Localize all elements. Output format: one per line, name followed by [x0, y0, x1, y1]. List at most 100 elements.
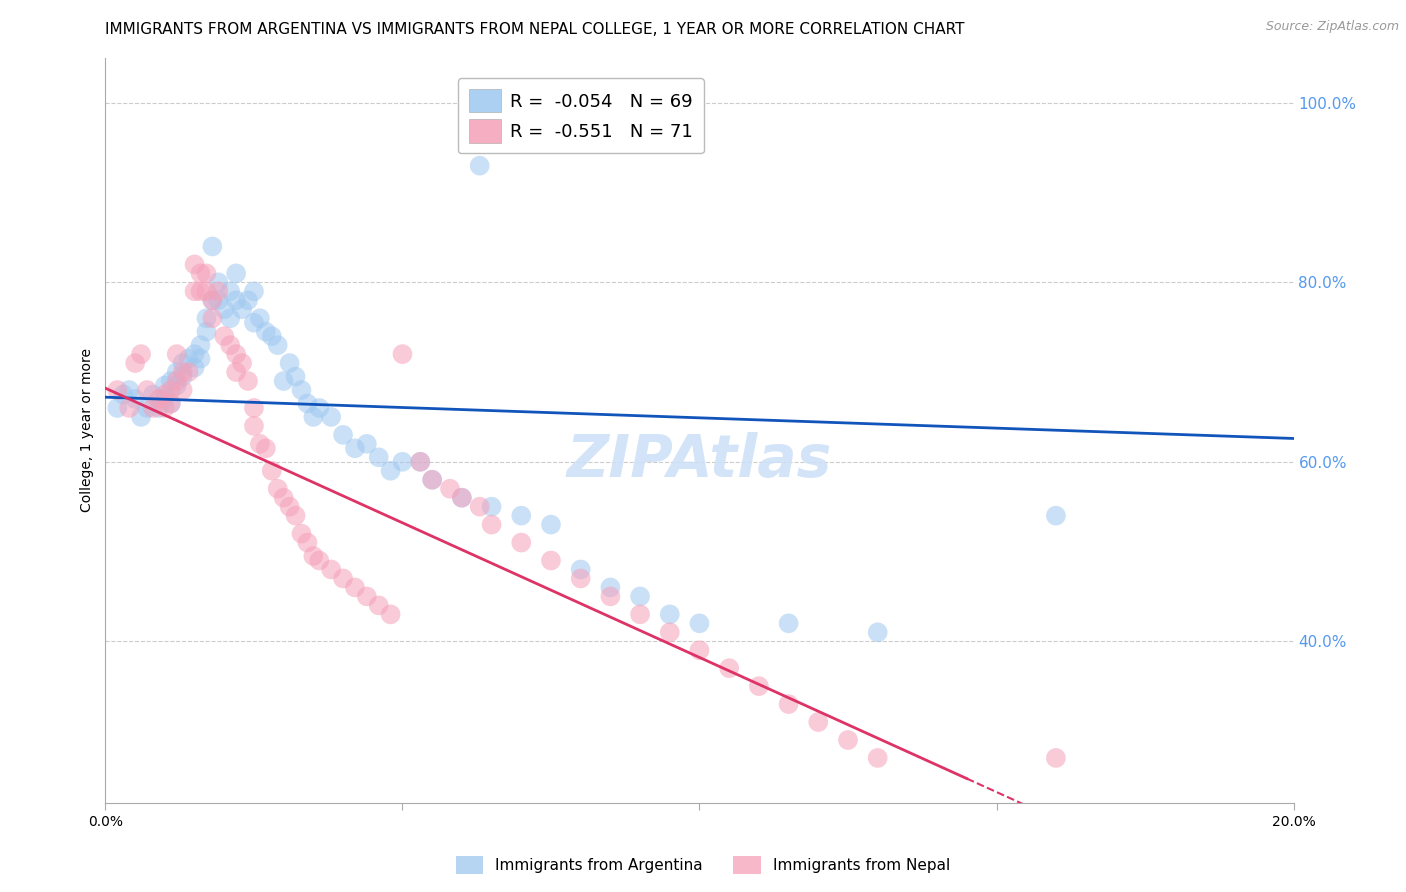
Point [260, 464, 283, 478]
Point [267, 482, 290, 496]
Point [302, 549, 325, 563]
Point [468, 500, 491, 514]
Point [159, 383, 181, 397]
Point [236, 293, 259, 308]
Point [778, 697, 800, 711]
Point [540, 517, 562, 532]
Point [195, 325, 218, 339]
Point [166, 374, 188, 388]
Point [105, 401, 128, 415]
Point [124, 356, 146, 370]
Point [343, 581, 366, 595]
Point [409, 455, 432, 469]
Point [195, 285, 218, 299]
Y-axis label: College, 1 year or more: College, 1 year or more [80, 349, 94, 512]
Point [332, 571, 354, 585]
Point [153, 401, 176, 415]
Point [297, 535, 319, 549]
Point [207, 285, 229, 299]
Point [569, 562, 592, 576]
Point [284, 508, 307, 523]
Point [183, 285, 205, 299]
Point [254, 325, 277, 339]
Point [290, 383, 312, 397]
Point [866, 751, 889, 765]
Point [172, 365, 194, 379]
Text: IMMIGRANTS FROM ARGENTINA VS IMMIGRANTS FROM NEPAL COLLEGE, 1 YEAR OR MORE CORRE: IMMIGRANTS FROM ARGENTINA VS IMMIGRANTS … [105, 22, 965, 37]
Point [599, 581, 621, 595]
Point [718, 661, 741, 675]
Point [172, 383, 194, 397]
Point [308, 401, 330, 415]
Point [225, 293, 247, 308]
Point [153, 387, 176, 401]
Point [866, 625, 889, 640]
Point [278, 500, 301, 514]
Point [391, 455, 413, 469]
Point [201, 293, 224, 308]
Point [778, 616, 800, 631]
Point [628, 590, 651, 604]
Point [219, 338, 242, 352]
Point [308, 553, 330, 567]
Point [183, 257, 205, 271]
Point [195, 266, 218, 280]
Point [439, 482, 461, 496]
Point [658, 625, 681, 640]
Point [190, 351, 212, 366]
Point [166, 365, 188, 379]
Point [142, 387, 165, 401]
Point [190, 338, 212, 352]
Point [177, 351, 200, 366]
Point [243, 316, 266, 330]
Point [367, 450, 389, 465]
Point [420, 473, 443, 487]
Point [748, 679, 770, 693]
Point [129, 409, 152, 424]
Point [450, 491, 472, 505]
Point [166, 347, 188, 361]
Point [195, 311, 218, 326]
Point [273, 374, 295, 388]
Point [260, 329, 283, 343]
Point [201, 239, 224, 253]
Point [214, 329, 236, 343]
Point [249, 437, 271, 451]
Point [481, 517, 503, 532]
Point [124, 392, 146, 406]
Point [569, 571, 592, 585]
Point [148, 401, 170, 415]
Point [420, 473, 443, 487]
Point [267, 338, 290, 352]
Text: ZIPAtlas: ZIPAtlas [567, 432, 832, 489]
Point [231, 356, 253, 370]
Point [510, 535, 533, 549]
Point [450, 491, 472, 505]
Point [689, 616, 711, 631]
Point [112, 387, 135, 401]
Point [214, 302, 236, 317]
Point [468, 159, 491, 173]
Point [297, 396, 319, 410]
Text: Source: ZipAtlas.com: Source: ZipAtlas.com [1265, 20, 1399, 33]
Point [225, 365, 247, 379]
Point [172, 369, 194, 384]
Point [689, 643, 711, 657]
Point [118, 383, 141, 397]
Point [219, 311, 242, 326]
Point [321, 562, 343, 576]
Point [249, 311, 271, 326]
Point [284, 369, 307, 384]
Point [190, 285, 212, 299]
Point [540, 553, 562, 567]
Point [837, 733, 859, 747]
Point [367, 599, 389, 613]
Point [807, 714, 830, 729]
Point [105, 383, 128, 397]
Point [391, 347, 413, 361]
Point [153, 378, 176, 392]
Point [409, 455, 432, 469]
Point [273, 491, 295, 505]
Point [183, 347, 205, 361]
Point [142, 401, 165, 415]
